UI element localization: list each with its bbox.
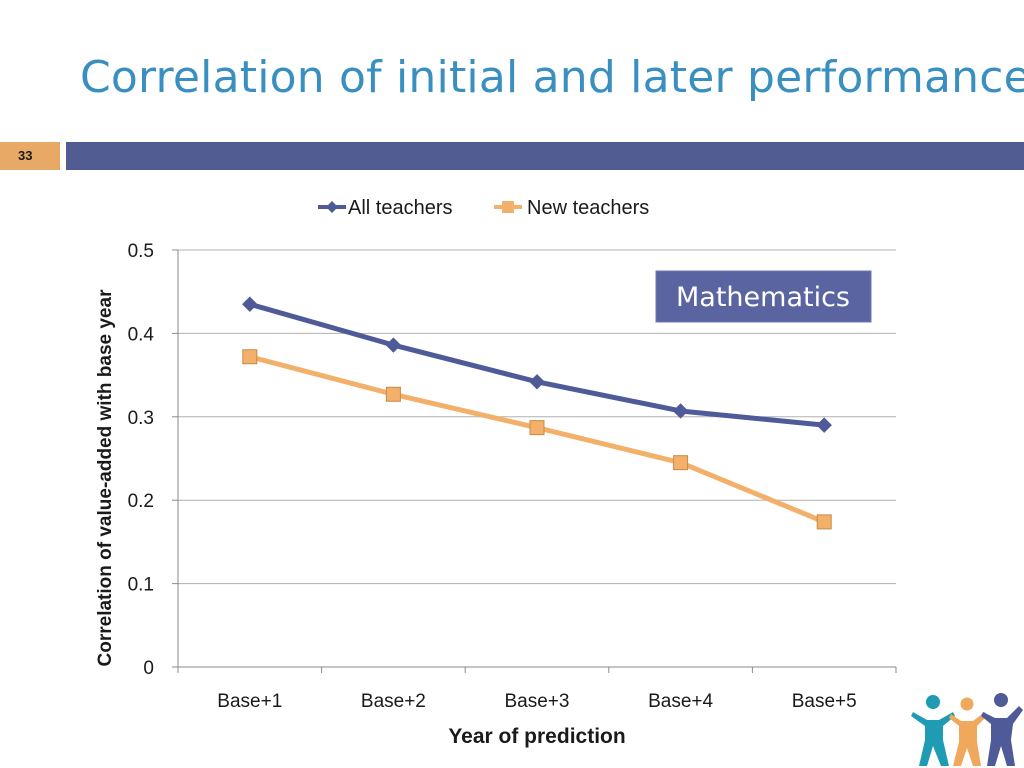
data-point-diamond (529, 374, 545, 390)
x-tick-label: Base+1 (217, 691, 282, 712)
legend-label: New teachers (527, 197, 649, 219)
data-point-diamond (672, 403, 689, 419)
x-tick-label: Base+3 (505, 691, 570, 712)
logo-figure-purple (981, 693, 1023, 766)
legend-label: All teachers (348, 197, 453, 219)
annotation-box (655, 270, 872, 323)
data-point-square (242, 349, 258, 365)
y-tick-label: 0.4 (128, 324, 155, 345)
logo-figure-orange (949, 697, 987, 766)
data-point-diamond (242, 296, 258, 312)
y-tick-label: 0.1 (128, 575, 154, 596)
y-tick-label: 0 (143, 658, 154, 679)
y-axis-title: Correlation of value-added with base yea… (95, 289, 116, 667)
people-group-logo-icon (911, 693, 1023, 766)
data-point-square (529, 420, 545, 436)
data-point-diamond (385, 337, 402, 353)
y-tick-label: 0.3 (128, 408, 154, 429)
legend-marker-square (502, 201, 514, 213)
annotation-label: Mathematics (676, 282, 850, 313)
page-title: Correlation of initial and later perform… (80, 52, 1024, 103)
logo-figure-teal (911, 695, 955, 766)
slide-number: 33 (0, 142, 60, 170)
x-axis-title: Year of prediction (448, 725, 625, 748)
title-divider-bar (66, 142, 1024, 170)
data-point-square (385, 386, 401, 402)
x-tick-label: Base+5 (792, 691, 857, 712)
y-tick-label: 0.2 (128, 491, 154, 512)
x-tick-label: Base+2 (361, 691, 426, 712)
x-tick-label: Base+4 (648, 691, 713, 712)
legend-marker-diamond (326, 201, 338, 213)
data-point-diamond (816, 417, 832, 433)
y-tick-label: 0.5 (128, 241, 154, 262)
data-point-square (673, 455, 689, 471)
data-point-square (816, 514, 832, 530)
